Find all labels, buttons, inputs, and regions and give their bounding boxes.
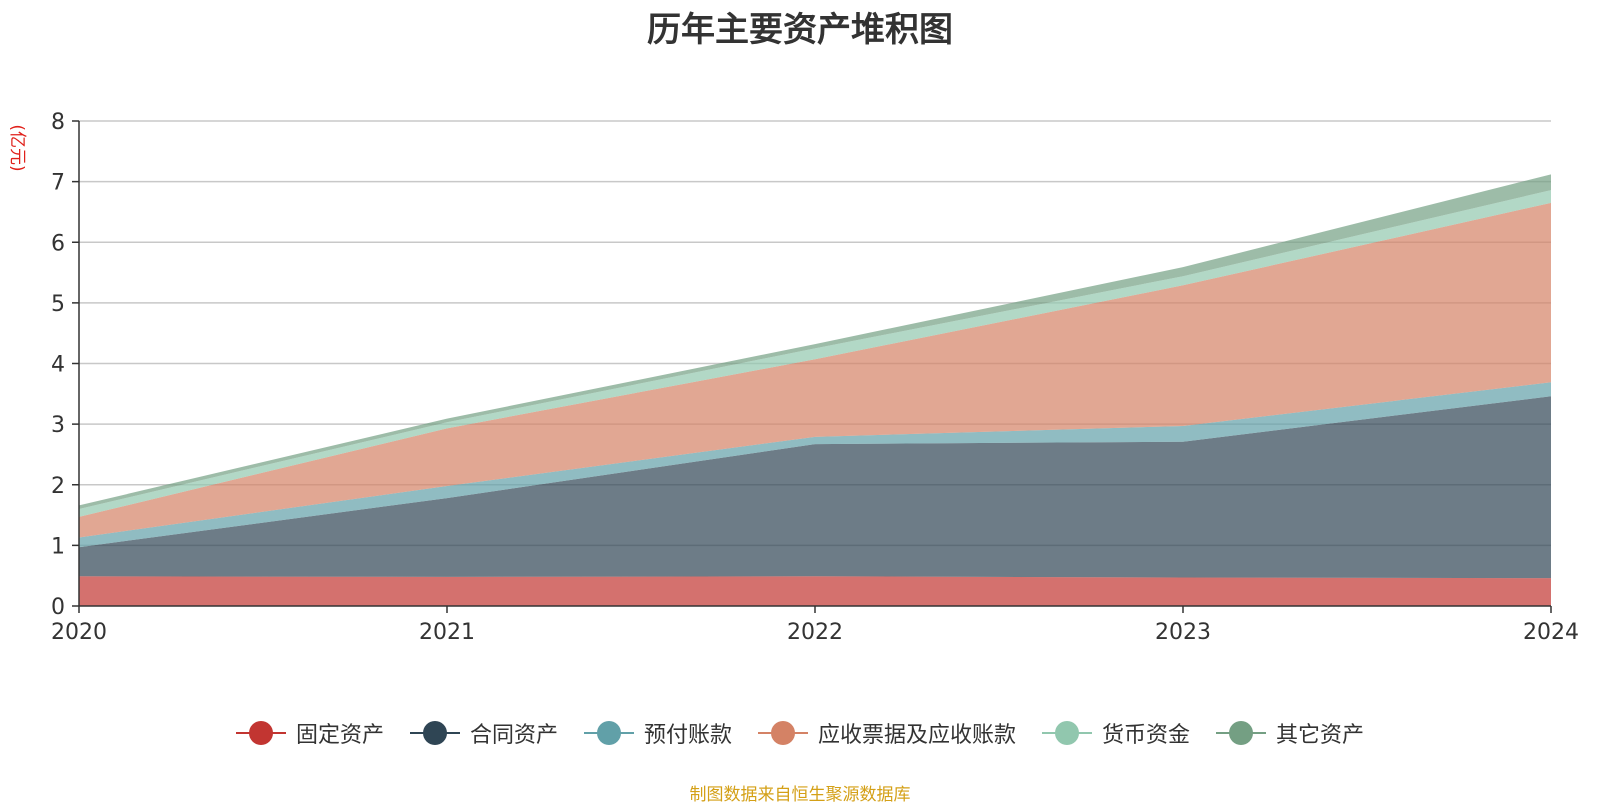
legend-item-2[interactable]: 合同资产 [409,717,558,749]
x-tick-label: 2023 [1155,620,1211,645]
y-axis-unit-label: (亿元) [7,124,27,171]
legend-label: 预付账款 [643,723,732,748]
legend-label: 其它资产 [1276,723,1365,748]
legend-label: 固定资产 [295,723,384,748]
area-series [79,174,1551,606]
area-series-1 [79,576,1551,606]
chart-title: 历年主要资产堆积图 [647,10,953,50]
y-tick-label: 0 [51,595,65,620]
legend-item-1[interactable]: 固定资产 [235,717,384,749]
legend-label: 应收票据及应收账款 [818,723,1017,748]
y-tick-label: 6 [51,231,65,256]
x-tick-label: 2022 [787,620,843,645]
y-tick-label: 8 [51,110,65,135]
legend-marker-icon [1216,720,1267,746]
area-series-4 [79,202,1551,538]
legend-marker-icon [583,720,634,746]
y-tick-label: 7 [51,171,65,196]
legend-item-5[interactable]: 货币资金 [1042,717,1190,749]
legend-item-6[interactable]: 其它资产 [1216,717,1364,749]
legend-label: 合同资产 [469,723,558,748]
x-tick-label: 2021 [419,620,475,645]
source-note: 制图数据来自恒生聚源数据库 [689,785,911,805]
area-series-5 [79,190,1551,517]
legend-label: 货币资金 [1102,723,1191,748]
y-tick-label: 4 [51,353,65,378]
stacked-area-chart: 0 1 2 3 4 5 6 7 8 2020 2021 2022 2023 2024 (亿元) [7,110,1579,645]
legend: 固定资产 合同资产 预付账款 应收票据及应收账款 货币资金 其它资产 [0,717,1600,749]
legend-marker-icon [1042,720,1093,746]
y-tick-label: 1 [51,534,65,559]
legend-item-3[interactable]: 预付账款 [583,717,732,749]
legend-marker-icon [235,720,286,746]
y-tick-label: 2 [51,474,65,499]
y-tick-label: 3 [51,413,65,438]
legend-item-4[interactable]: 应收票据及应收账款 [758,717,1016,749]
axes: 0 1 2 3 4 5 6 7 8 2020 2021 2022 2023 2024 [51,110,1579,645]
x-tick-label: 2020 [51,620,107,645]
y-tick-label: 5 [51,292,65,317]
legend-marker-icon [758,720,808,746]
x-tick-label: 2024 [1523,620,1579,645]
legend-marker-icon [409,720,460,746]
